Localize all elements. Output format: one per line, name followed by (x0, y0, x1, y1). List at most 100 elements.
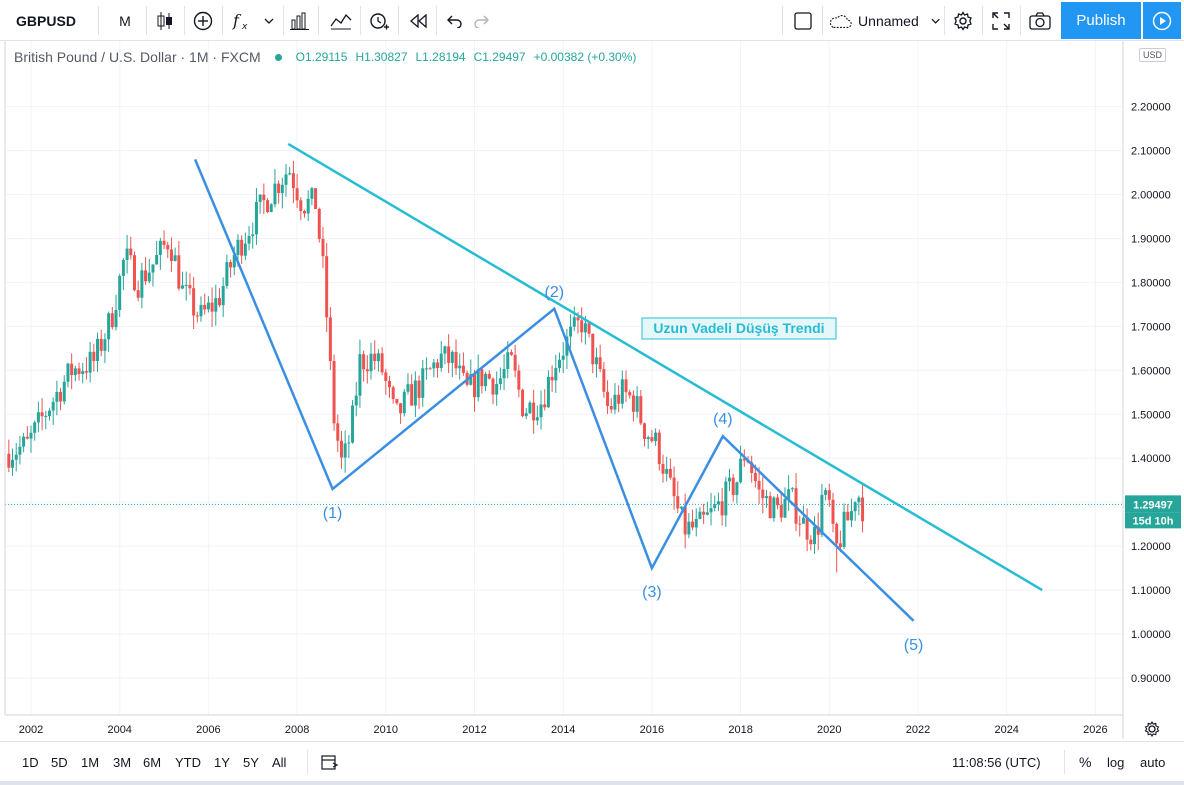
financials-button[interactable] (286, 0, 314, 41)
candle-body (96, 338, 100, 362)
candle-body (29, 432, 33, 439)
candle-body (11, 459, 15, 468)
layout-name: Unnamed (858, 12, 919, 29)
undo-icon (447, 15, 462, 28)
price-tick-label: 1.20000 (1131, 541, 1171, 553)
chart-canvas[interactable]: (1)(2)(3)(4)(5)Uzun Vadeli Düşüş Trendi … (0, 41, 1184, 739)
candle-body (62, 381, 66, 402)
range-1y[interactable]: 1Y (214, 754, 230, 770)
undo-button[interactable] (442, 0, 466, 41)
compare-button[interactable] (188, 0, 218, 41)
candle-body (436, 362, 440, 369)
candle-body (92, 351, 96, 362)
candle-body (310, 188, 314, 199)
candle-body (761, 489, 765, 499)
candle-body (487, 373, 491, 379)
candle-body (114, 310, 118, 328)
candle-body (424, 368, 428, 370)
symbol-label: GBPUSD (16, 12, 76, 29)
legend-open: O1.29115 (295, 50, 348, 64)
range-5d[interactable]: 5D (51, 754, 68, 770)
candle-body (650, 437, 654, 442)
symbol-search-button[interactable]: GBPUSD (6, 0, 86, 41)
time-tick-label: 2018 (728, 724, 752, 736)
redo-button[interactable] (470, 0, 494, 41)
candle-body (387, 380, 391, 388)
countdown-tag (1125, 512, 1181, 529)
auto-toggle[interactable]: auto (1140, 754, 1166, 770)
candle-body (521, 389, 525, 417)
candle-body (524, 413, 528, 417)
time-tick-label: 2014 (551, 724, 575, 736)
candle-body (410, 384, 414, 406)
percent-toggle[interactable]: % (1079, 754, 1092, 770)
candle-body (236, 239, 240, 255)
candle-body (77, 368, 81, 375)
candle-body (258, 194, 262, 202)
candle-body (498, 378, 502, 384)
toolbar-divider (318, 6, 319, 35)
layout-menu-button[interactable]: Unnamed (828, 0, 940, 41)
candle-body (195, 315, 199, 317)
templates-button[interactable] (326, 0, 356, 41)
publish-menu-button[interactable] (1143, 2, 1181, 39)
chart-type-button[interactable] (150, 0, 180, 41)
currency-badge[interactable]: USD (1139, 48, 1167, 62)
toolbar-divider (360, 6, 361, 35)
candle-body (192, 288, 196, 316)
candle-body (369, 353, 373, 372)
candle-body (572, 317, 576, 327)
candle-body (266, 200, 270, 213)
range-1m[interactable]: 1M (81, 754, 100, 770)
range-5y[interactable]: 5Y (243, 754, 259, 770)
log-toggle[interactable]: log (1107, 754, 1125, 770)
candle-body (254, 201, 258, 235)
indicators-dropdown[interactable] (259, 0, 279, 41)
alert-button[interactable] (364, 0, 394, 41)
svg-text:f: f (232, 11, 242, 30)
candle-body (513, 354, 517, 371)
goto-date-button[interactable] (321, 742, 339, 782)
axes-layer: 0.900001.000001.100001.200001.300001.400… (4, 41, 1181, 739)
candle-body (569, 326, 573, 337)
replay-button[interactable] (404, 0, 434, 41)
cloud-icon (829, 14, 852, 28)
candle-body (768, 496, 772, 519)
candle-body (783, 499, 787, 518)
candle-body (631, 395, 635, 412)
candle-body (47, 410, 51, 416)
chart-area[interactable]: (1) (2) (3) (4) (5) Uzun Vadeli Düşüş Trendi … (0, 41, 1184, 739)
range-6m[interactable]: 6M (143, 754, 162, 770)
candle-body (624, 379, 628, 393)
candle-body (33, 422, 37, 433)
candle-body (325, 256, 329, 318)
fullscreen-button[interactable] (986, 0, 1016, 41)
toolbar-divider (436, 6, 437, 35)
candle-body (84, 371, 88, 373)
plot-background (5, 41, 1123, 715)
range-1d[interactable]: 1D (22, 754, 39, 770)
candle-body (813, 526, 817, 545)
candle-body (750, 462, 754, 473)
range-3m[interactable]: 3M (113, 754, 132, 770)
range-all[interactable]: All (272, 754, 287, 770)
toolbar-divider (1020, 6, 1021, 35)
toolbar-divider (782, 6, 783, 35)
candle-body (110, 313, 114, 328)
fullscreen-select-button[interactable] (790, 0, 816, 41)
snapshot-button[interactable] (1025, 0, 1055, 41)
candle-body (576, 317, 580, 321)
settings-button[interactable] (948, 0, 978, 41)
range-ytd[interactable]: YTD (175, 754, 201, 770)
gear-center (1148, 725, 1156, 733)
candle-body (532, 402, 536, 421)
candle-body (639, 396, 643, 424)
publish-button[interactable]: Publish (1061, 2, 1141, 39)
candle-body (502, 369, 506, 379)
candle-body (787, 489, 791, 500)
clock-time[interactable]: 11:08:56 (UTC) (952, 754, 1041, 770)
interval-button[interactable]: M (108, 0, 142, 41)
candle-body (835, 523, 839, 544)
